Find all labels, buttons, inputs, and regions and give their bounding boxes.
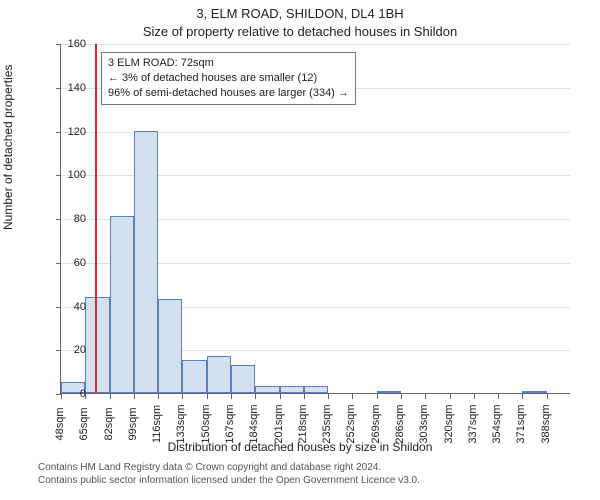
xtick-mark bbox=[158, 394, 159, 399]
xtick-label: 388sqm bbox=[540, 404, 552, 443]
histogram-bar bbox=[231, 365, 255, 393]
xtick-label: 303sqm bbox=[418, 404, 430, 443]
plot-area: 3 ELM ROAD: 72sqm ← 3% of detached houses… bbox=[60, 44, 570, 394]
xtick-mark bbox=[134, 394, 135, 399]
title-sub: Size of property relative to detached ho… bbox=[0, 24, 600, 39]
xtick-label: 167sqm bbox=[224, 404, 236, 443]
ytick-label: 80 bbox=[58, 213, 86, 225]
footer-line2: Contains public sector information licen… bbox=[38, 475, 420, 486]
xtick-mark bbox=[425, 394, 426, 399]
xtick-label: 184sqm bbox=[248, 404, 260, 443]
ytick-label: 140 bbox=[58, 82, 86, 94]
xtick-label: 99sqm bbox=[127, 407, 139, 440]
ytick-label: 100 bbox=[58, 169, 86, 181]
property-marker-line bbox=[95, 44, 97, 393]
xtick-label: 116sqm bbox=[151, 405, 163, 443]
xtick-mark bbox=[377, 394, 378, 399]
xtick-mark bbox=[474, 394, 475, 399]
xtick-mark bbox=[328, 394, 329, 399]
xtick-label: 65sqm bbox=[78, 407, 90, 440]
xtick-mark bbox=[304, 394, 305, 399]
footer-line1: Contains HM Land Registry data © Crown c… bbox=[38, 462, 381, 473]
histogram-bar bbox=[304, 386, 328, 393]
callout-line3: 96% of semi-detached houses are larger (… bbox=[108, 87, 349, 99]
xtick-label: 218sqm bbox=[297, 404, 309, 443]
xtick-label: 371sqm bbox=[515, 404, 527, 443]
xtick-label: 48sqm bbox=[54, 407, 66, 440]
xtick-label: 235sqm bbox=[321, 404, 333, 443]
histogram-bar bbox=[377, 391, 401, 393]
ytick-label: 60 bbox=[58, 257, 86, 269]
xtick-mark bbox=[401, 394, 402, 399]
y-axis-label: Number of detached properties bbox=[1, 65, 15, 230]
ytick-label: 160 bbox=[58, 38, 86, 50]
figure: 3, ELM ROAD, SHILDON, DL4 1BH Size of pr… bbox=[0, 0, 600, 500]
gridline bbox=[61, 44, 570, 45]
xtick-mark bbox=[182, 394, 183, 399]
xtick-label: 337sqm bbox=[467, 404, 479, 443]
xtick-mark bbox=[498, 394, 499, 399]
xtick-mark bbox=[207, 394, 208, 399]
xtick-mark bbox=[547, 394, 548, 399]
xtick-mark bbox=[450, 394, 451, 399]
xtick-label: 354sqm bbox=[491, 404, 503, 443]
callout-box: 3 ELM ROAD: 72sqm ← 3% of detached houses… bbox=[101, 52, 356, 105]
histogram-bar bbox=[182, 360, 206, 393]
xtick-label: 150sqm bbox=[200, 404, 212, 443]
ytick-label: 120 bbox=[58, 126, 86, 138]
ytick-label: 20 bbox=[58, 344, 86, 356]
xtick-label: 201sqm bbox=[273, 404, 285, 443]
xtick-label: 133sqm bbox=[175, 404, 187, 443]
ytick-label: 0 bbox=[58, 388, 86, 400]
ytick-label: 40 bbox=[58, 301, 86, 313]
histogram-bar bbox=[522, 391, 546, 393]
histogram-bar bbox=[85, 297, 109, 393]
histogram-bar bbox=[255, 386, 279, 393]
title-main: 3, ELM ROAD, SHILDON, DL4 1BH bbox=[0, 6, 600, 21]
footer: Contains HM Land Registry data © Crown c… bbox=[38, 462, 590, 487]
histogram-bar bbox=[134, 131, 158, 394]
xtick-label: 286sqm bbox=[394, 404, 406, 443]
histogram-bar bbox=[158, 299, 182, 393]
xtick-mark bbox=[352, 394, 353, 399]
xtick-mark bbox=[110, 394, 111, 399]
histogram-bar bbox=[207, 356, 231, 393]
histogram-bar bbox=[110, 216, 134, 393]
histogram-bar bbox=[280, 386, 304, 393]
xtick-mark bbox=[231, 394, 232, 399]
xtick-mark bbox=[522, 394, 523, 399]
callout-line1: 3 ELM ROAD: 72sqm bbox=[108, 57, 214, 69]
xtick-label: 82sqm bbox=[103, 407, 115, 440]
xtick-mark bbox=[280, 394, 281, 399]
xtick-label: 269sqm bbox=[370, 404, 382, 443]
xtick-label: 320sqm bbox=[443, 404, 455, 443]
xtick-label: 252sqm bbox=[345, 404, 357, 443]
callout-line2: ← 3% of detached houses are smaller (12) bbox=[108, 72, 317, 84]
xtick-mark bbox=[255, 394, 256, 399]
